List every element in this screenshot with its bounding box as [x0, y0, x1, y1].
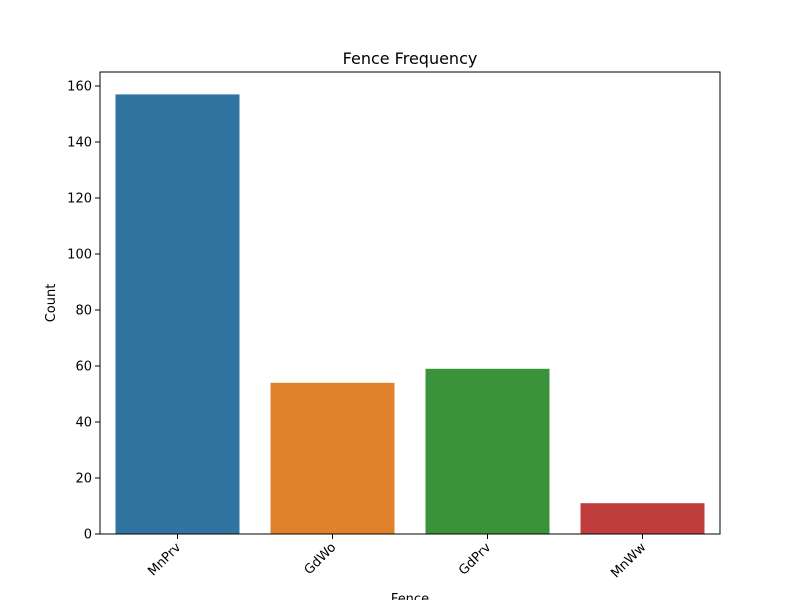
- y-tick-label: 80: [75, 304, 92, 319]
- bar-gdwo: [270, 382, 395, 534]
- y-tick-label: 60: [75, 360, 92, 375]
- y-axis-label: Count: [44, 284, 59, 323]
- y-tick-label: 20: [75, 472, 92, 487]
- y-tick-label: 140: [67, 136, 92, 151]
- x-axis-label: Fence: [391, 592, 429, 600]
- bar-mnprv: [115, 94, 240, 535]
- axes-frame: [99, 71, 721, 535]
- chart-title: Fence Frequency: [343, 49, 478, 68]
- y-tick-label: 100: [67, 248, 92, 263]
- y-tick-label: 160: [67, 80, 92, 95]
- y-tick-label: 40: [75, 416, 92, 431]
- bar-gdprv: [425, 368, 550, 534]
- y-tick-label: 120: [67, 192, 92, 207]
- y-tick-label: 0: [84, 528, 92, 543]
- bar-mnww: [580, 503, 705, 534]
